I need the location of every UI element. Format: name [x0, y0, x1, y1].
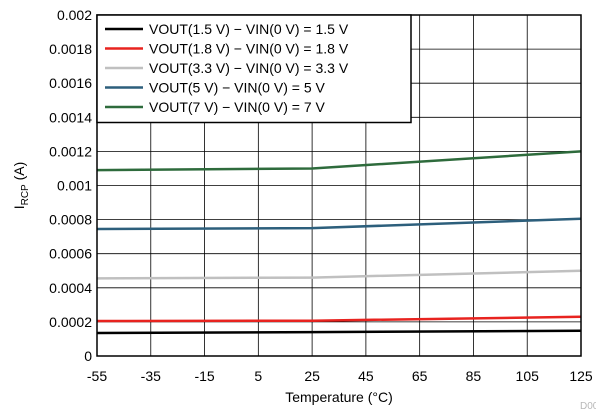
x-tick-label: 105	[516, 368, 540, 384]
series-line	[96, 329, 582, 335]
series-line	[96, 150, 582, 172]
series-line	[96, 269, 582, 280]
y-tick-label: 0.0014	[49, 109, 92, 125]
y-axis-title: IRCP (A)	[11, 162, 31, 210]
y-tick-labels: 0 0.0002 0.0004 0.0006 0.0008 0.001 0.0012 0.00…	[49, 7, 92, 364]
legend-label: VOUT(1.8 V) − VIN(0 V) = 1.8 V	[149, 41, 349, 57]
series-line	[96, 217, 582, 231]
legend-label: VOUT(7 V) − VIN(0 V) = 7 V	[149, 99, 325, 115]
y-tick-label: 0.0006	[49, 246, 92, 262]
y-tick-label: 0.001	[57, 178, 92, 194]
x-tick-label: 5	[254, 368, 262, 384]
y-tick-label: 0.0018	[49, 41, 92, 57]
y-tick-label: 0.0008	[49, 212, 92, 228]
x-tick-label: 45	[358, 368, 374, 384]
x-tick-label: -15	[194, 368, 214, 384]
y-axis-title-unit: (A)	[11, 162, 27, 185]
legend-label: VOUT(1.5 V) − VIN(0 V) = 1.5 V	[149, 21, 349, 37]
legend-label: VOUT(5 V) − VIN(0 V) = 5 V	[149, 80, 325, 96]
x-tick-label: 125	[569, 368, 593, 384]
y-tick-label: 0.0002	[49, 314, 92, 330]
y-tick-label: 0.0016	[49, 75, 92, 91]
series-lines	[96, 150, 582, 335]
x-tick-labels: -55 -35 -15 5 25 45 65 85 105 125	[87, 368, 593, 384]
x-tick-label: -35	[141, 368, 161, 384]
y-tick-label: 0.0012	[49, 143, 92, 159]
x-tick-label: -55	[87, 368, 107, 384]
x-axis-title: Temperature (°C)	[285, 389, 393, 405]
y-axis-title-main: I	[11, 205, 27, 209]
x-tick-label: 65	[412, 368, 428, 384]
y-axis-title-sub: RCP	[20, 184, 31, 205]
figure-code: D00	[580, 401, 596, 411]
legend-box	[96, 14, 412, 124]
x-tick-label: 85	[466, 368, 482, 384]
legend: VOUT(1.5 V) − VIN(0 V) = 1.5 V VOUT(1.8 V…	[96, 14, 412, 124]
legend-label: VOUT(3.3 V) − VIN(0 V) = 3.3 V	[149, 60, 349, 76]
y-tick-label: 0.002	[57, 7, 92, 23]
y-tick-label: 0.0004	[49, 280, 92, 296]
x-tick-label: 25	[304, 368, 320, 384]
y-tick-label: 0	[84, 348, 92, 364]
series-line	[96, 315, 582, 323]
